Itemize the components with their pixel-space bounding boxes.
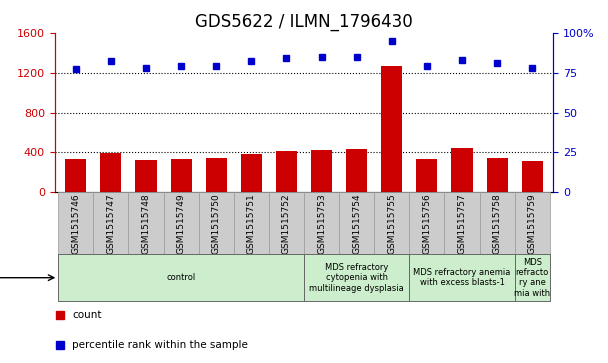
Text: GSM1515748: GSM1515748: [142, 193, 151, 254]
Text: control: control: [167, 273, 196, 282]
Text: GSM1515753: GSM1515753: [317, 193, 326, 254]
Bar: [136, 160, 156, 192]
Bar: [444, 192, 480, 254]
Bar: [381, 66, 402, 192]
Title: GDS5622 / ILMN_1796430: GDS5622 / ILMN_1796430: [195, 13, 413, 31]
Text: GSM1515747: GSM1515747: [106, 193, 116, 254]
Bar: [486, 158, 508, 192]
Text: count: count: [72, 310, 102, 320]
Bar: [304, 254, 409, 301]
Bar: [94, 192, 128, 254]
Bar: [409, 192, 444, 254]
Bar: [128, 192, 164, 254]
Bar: [304, 192, 339, 254]
Text: MDS
refracto
ry ane
mia with: MDS refracto ry ane mia with: [514, 258, 550, 298]
Text: GSM1515755: GSM1515755: [387, 193, 396, 254]
Bar: [234, 192, 269, 254]
Text: GSM1515750: GSM1515750: [212, 193, 221, 254]
Bar: [171, 159, 192, 192]
Bar: [452, 148, 472, 192]
Text: GSM1515754: GSM1515754: [352, 193, 361, 254]
Text: GSM1515751: GSM1515751: [247, 193, 256, 254]
Bar: [311, 150, 332, 192]
Text: GSM1515756: GSM1515756: [423, 193, 432, 254]
Text: percentile rank within the sample: percentile rank within the sample: [72, 340, 248, 350]
Bar: [241, 154, 262, 192]
Bar: [514, 254, 550, 301]
Bar: [514, 192, 550, 254]
Text: GSM1515757: GSM1515757: [457, 193, 466, 254]
Bar: [164, 192, 199, 254]
Text: MDS refractory
cytopenia with
multilineage dysplasia: MDS refractory cytopenia with multilinea…: [309, 263, 404, 293]
Bar: [374, 192, 409, 254]
Bar: [480, 192, 514, 254]
Bar: [65, 159, 86, 192]
Text: MDS refractory anemia
with excess blasts-1: MDS refractory anemia with excess blasts…: [413, 268, 511, 287]
Bar: [522, 161, 543, 192]
Bar: [416, 159, 437, 192]
Bar: [339, 192, 374, 254]
Text: GSM1515752: GSM1515752: [282, 193, 291, 254]
Text: GSM1515746: GSM1515746: [71, 193, 80, 254]
Bar: [58, 192, 94, 254]
Text: GSM1515749: GSM1515749: [176, 193, 185, 254]
Text: GSM1515758: GSM1515758: [492, 193, 502, 254]
Text: GSM1515759: GSM1515759: [528, 193, 537, 254]
Bar: [276, 151, 297, 192]
Bar: [199, 192, 234, 254]
Bar: [206, 158, 227, 192]
Bar: [269, 192, 304, 254]
Bar: [58, 254, 304, 301]
Bar: [346, 150, 367, 192]
Bar: [409, 254, 514, 301]
Bar: [100, 154, 122, 192]
